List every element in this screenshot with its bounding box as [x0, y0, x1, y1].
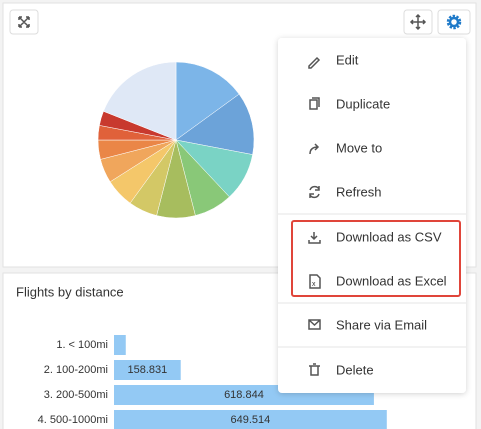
value-label: 618.844: [224, 389, 264, 401]
menu-item-label: Edit: [336, 52, 359, 67]
menu-item-label: Refresh: [336, 184, 382, 199]
y-tick-label: 3. 200-500mi: [44, 389, 108, 401]
bar: [114, 335, 126, 355]
pie-slice: [175, 93, 255, 155]
settings-button[interactable]: [437, 9, 471, 35]
bar-chart: 1. < 100mi 2. 100-200mi 158.831 3. 200-500m…: [38, 335, 387, 429]
menu-item-label: Share via Email: [336, 317, 427, 332]
pie-slice: [103, 61, 177, 141]
svg-text:x: x: [312, 281, 316, 288]
menu-item[interactable]: Download as CSV: [336, 229, 442, 244]
menu-item[interactable]: Share via Email: [336, 317, 427, 332]
pie-chart: [97, 61, 255, 219]
y-tick-label: 1. < 100mi: [56, 339, 108, 351]
menu-item[interactable]: Download as Excel: [336, 273, 447, 288]
menu-item[interactable]: Move to: [336, 140, 382, 155]
value-label: 158.831: [127, 364, 167, 376]
menu-item[interactable]: Edit: [336, 52, 359, 67]
chart-title: Flights by distance: [16, 284, 124, 299]
dropdown-menu: x Edit Duplicate Move to Refresh Downloa…: [278, 38, 466, 393]
pie-slice: [175, 61, 240, 141]
bar: [114, 360, 181, 380]
menu-item-label: Delete: [336, 362, 374, 377]
y-tick-label: 4. 500-1000mi: [38, 414, 108, 426]
menu-item[interactable]: Refresh: [336, 184, 382, 199]
menu-item-label: Duplicate: [336, 96, 390, 111]
expand-button[interactable]: [9, 9, 39, 35]
menu-item-label: Move to: [336, 140, 382, 155]
y-tick-label: 2. 100-200mi: [44, 364, 108, 376]
menu-item[interactable]: Delete: [336, 362, 374, 377]
bar: [114, 410, 387, 429]
move-button[interactable]: [403, 9, 433, 35]
highlight-box: [291, 220, 461, 297]
value-label: 649.514: [231, 414, 271, 426]
menu-item[interactable]: Duplicate: [336, 96, 390, 111]
menu-item-label: Download as Excel: [336, 273, 447, 288]
menu-item-label: Download as CSV: [336, 229, 442, 244]
